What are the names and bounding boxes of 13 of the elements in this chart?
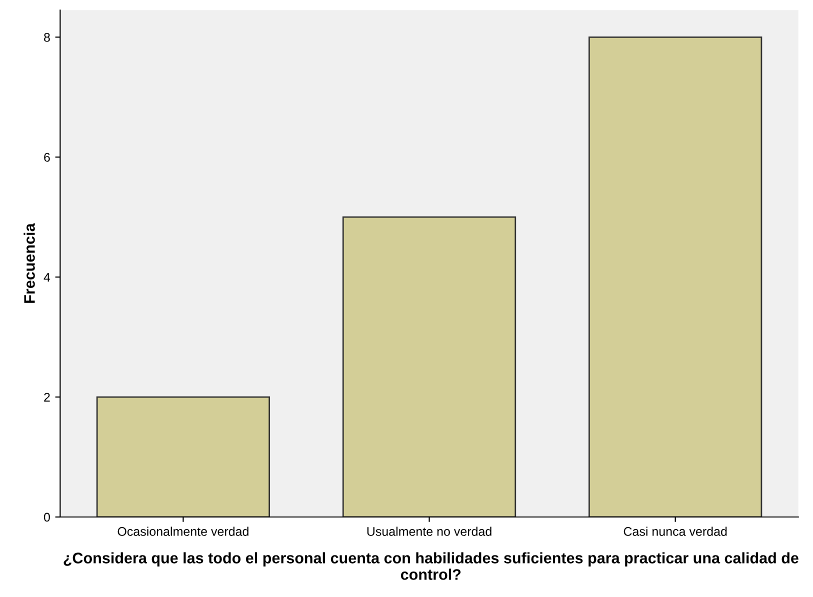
y-tick-label: 8: [44, 32, 50, 42]
y-tick-label: 6: [44, 152, 50, 162]
bar: [588, 36, 762, 517]
bar: [96, 396, 270, 517]
y-tick-label: 0: [44, 512, 50, 522]
x-tick-label: Usualmente no verdad: [367, 526, 492, 536]
x-axis-title: ¿Considera que las todo el personal cuenta con habilidades suficientes para practicar una calidad de control?: [64, 552, 798, 580]
x-tick-label: Casi nunca verdad: [624, 526, 727, 536]
y-tick-label: 2: [44, 392, 50, 402]
bar: [342, 216, 516, 517]
y-axis-title: Frecuencia: [24, 223, 35, 303]
y-tick-label: 4: [44, 273, 50, 282]
x-tick-label: Ocasionalmente verdad: [118, 526, 248, 536]
